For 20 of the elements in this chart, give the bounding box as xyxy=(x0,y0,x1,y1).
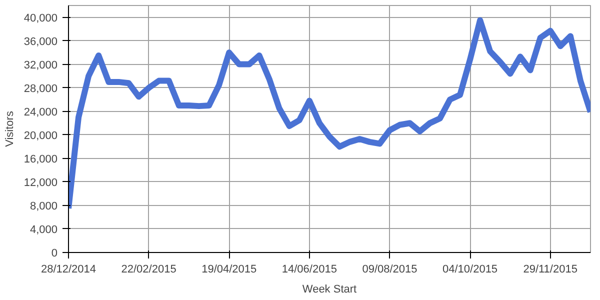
y-tick-label: 20,000 xyxy=(24,130,58,142)
y-tick-label: 4,000 xyxy=(30,224,58,236)
y-tick-label: 36,000 xyxy=(24,36,58,48)
y-tick-label: 28,000 xyxy=(24,82,58,95)
x-tick-label: 19/04/2015 xyxy=(202,264,257,276)
y-tick-label: 40,000 xyxy=(24,12,58,24)
y-axis-title: Visitors xyxy=(4,110,16,147)
y-tick-label: 0 xyxy=(51,248,58,260)
y-tick-label: 24,000 xyxy=(24,106,58,118)
x-tick-label: 14/06/2015 xyxy=(282,264,337,276)
x-tick-label: 28/12/2014 xyxy=(40,264,96,276)
y-tick-label: 8,000 xyxy=(30,200,58,212)
y-tick-label: 12,000 xyxy=(24,176,58,189)
x-tick-label: 29/11/2015 xyxy=(523,264,578,276)
y-tick-label: 32,000 xyxy=(24,59,58,72)
y-tick-label: 16,000 xyxy=(24,153,58,166)
x-axis-title: Week Start xyxy=(302,284,357,296)
x-tick-label: 22/02/2015 xyxy=(121,264,176,276)
x-tick-label: 04/10/2015 xyxy=(442,264,498,276)
x-tick-label: 09/08/2015 xyxy=(362,264,418,276)
